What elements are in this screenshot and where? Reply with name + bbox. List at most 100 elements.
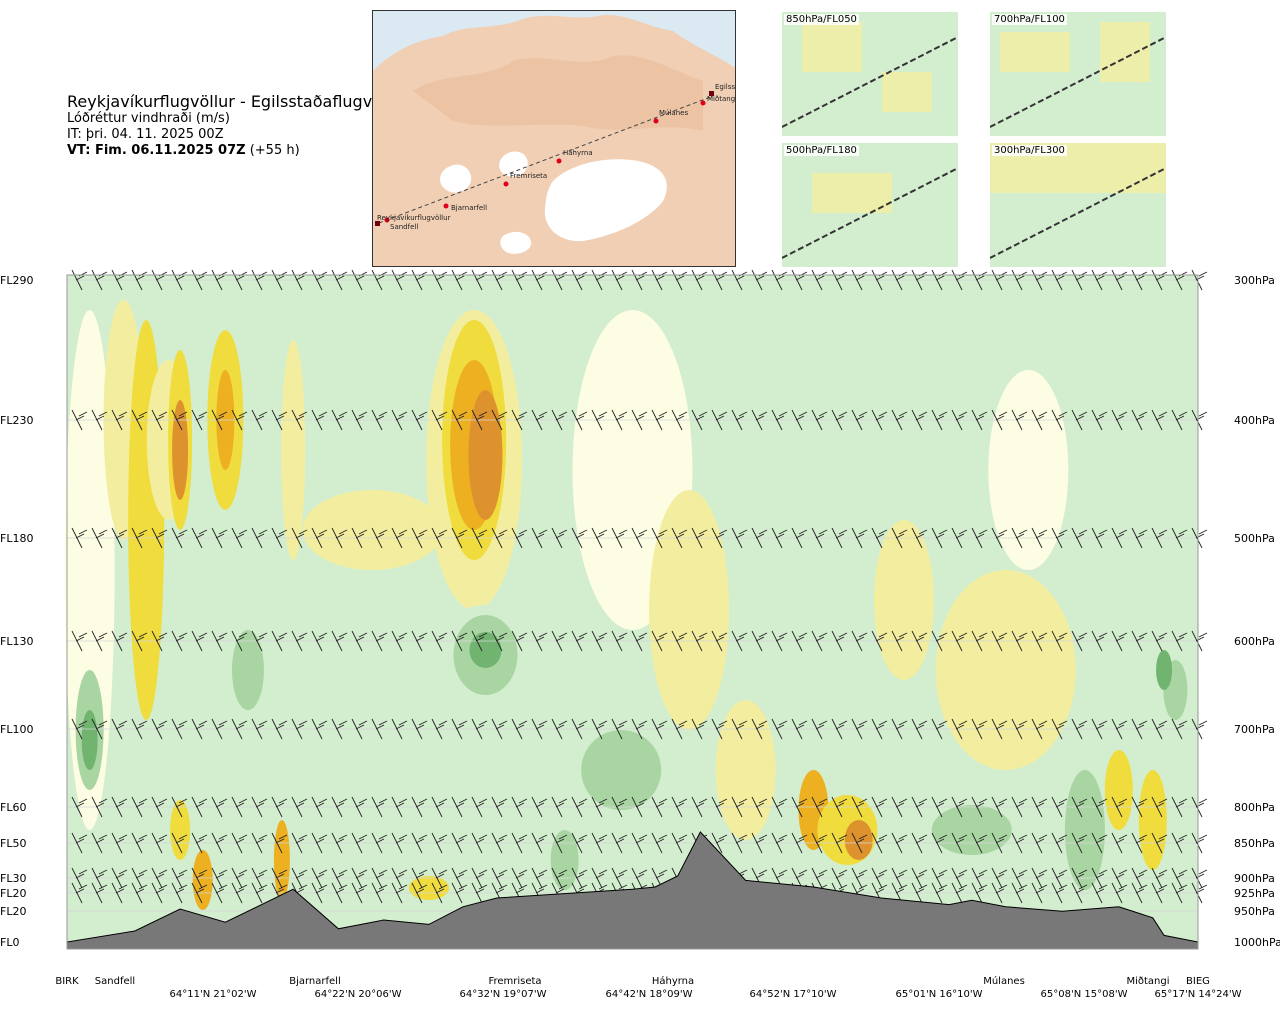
map-point-bieg (709, 91, 714, 96)
wind-barb (191, 630, 208, 652)
wind-barb (591, 630, 608, 652)
hpa-label: 400hPa (1234, 414, 1275, 427)
wind-barb (1191, 409, 1208, 431)
map-label-mulanes: Múlanes (659, 109, 688, 117)
wind-barb (311, 796, 328, 818)
wind-barb (911, 527, 928, 549)
wind-barb (1011, 527, 1028, 549)
wind-barb (611, 527, 628, 549)
wind-barb (711, 832, 728, 854)
wind-barb (411, 832, 428, 854)
wind-barb (191, 867, 208, 889)
wind-barb (691, 527, 708, 549)
wind-barb (1071, 527, 1088, 549)
fl-label: FL60 (0, 801, 26, 814)
wind-barb (1171, 718, 1188, 740)
wind-barb (211, 796, 228, 818)
wind-barb (71, 630, 88, 652)
wind-barb (491, 796, 508, 818)
map-label-midtangi: Miðtangi (707, 95, 736, 103)
thumbnail-500hpa[interactable]: 500hPa/FL180 (782, 143, 958, 267)
wind-barb (731, 832, 748, 854)
wind-barb (1111, 832, 1128, 854)
wind-barb (1171, 630, 1188, 652)
wind-barb (1091, 867, 1108, 889)
wind-cell-28 (1138, 770, 1167, 870)
wind-barb (651, 527, 668, 549)
wind-barb (451, 718, 468, 740)
wind-barb (1191, 269, 1208, 291)
wind-barb (471, 409, 488, 431)
wind-barb (511, 867, 528, 889)
wind-barb (711, 796, 728, 818)
wind-barb (571, 409, 588, 431)
route-points (384, 100, 706, 223)
wind-barb (91, 527, 108, 549)
wind-barb (471, 867, 488, 889)
wind-barb (851, 796, 868, 818)
wind-barb (811, 718, 828, 740)
wind-barb (771, 796, 788, 818)
wind-barb (1011, 832, 1028, 854)
wind-barb (291, 409, 308, 431)
fl-label: FL230 (0, 414, 33, 427)
thumbnail-300hpa[interactable]: 300hPa/FL300 (990, 143, 1166, 267)
wind-barb (151, 409, 168, 431)
wind-barb (931, 527, 948, 549)
wind-barb (1191, 718, 1208, 740)
wind-barb (351, 882, 368, 904)
wind-barb (371, 882, 388, 904)
wind-barb (411, 796, 428, 818)
wind-barb (811, 630, 828, 652)
wind-cell-39 (931, 805, 1012, 855)
wind-barb (1151, 527, 1168, 549)
wind-barb (511, 796, 528, 818)
coordinate-label: 64°42'N 18°09'W (606, 989, 693, 1000)
wind-barb (791, 630, 808, 652)
wind-barb (951, 867, 968, 889)
wind-barb (1191, 630, 1208, 652)
wind-barb (1051, 630, 1068, 652)
map-glacier-myrdalsjokull (500, 231, 532, 254)
wind-barb (151, 630, 168, 652)
wind-barb (731, 409, 748, 431)
wind-barb (791, 527, 808, 549)
wind-barb (291, 867, 308, 889)
wind-barb (1091, 409, 1108, 431)
wind-barb (511, 527, 528, 549)
thumbnail-label: 500hPa/FL180 (784, 145, 859, 156)
thumbnail-700hpa[interactable]: 700hPa/FL100 (990, 12, 1166, 136)
wind-barb (471, 718, 488, 740)
wind-barb (91, 882, 108, 904)
wind-barb (131, 796, 148, 818)
wind-barb (811, 867, 828, 889)
wind-barb (1171, 832, 1188, 854)
wind-barb (471, 630, 488, 652)
wind-cell-14 (468, 390, 503, 520)
wind-barb (1111, 867, 1128, 889)
wind-barb (531, 409, 548, 431)
wind-barb (651, 796, 668, 818)
wind-barb (391, 718, 408, 740)
wind-barb (891, 718, 908, 740)
wind-barb (1131, 867, 1148, 889)
wind-barb (1111, 630, 1128, 652)
wind-barb (251, 882, 268, 904)
wind-barb (911, 718, 928, 740)
wind-barb (831, 718, 848, 740)
route-point-label: BIRK (55, 976, 79, 987)
wind-barb (531, 718, 548, 740)
wind-barb (651, 630, 668, 652)
wind-barb (411, 867, 428, 889)
wind-barb (171, 409, 188, 431)
coordinate-label: 65°17'N 14°24'W (1155, 989, 1242, 1000)
wind-barb (571, 527, 588, 549)
thumbnail-850hpa[interactable]: 850hPa/FL050 (782, 12, 958, 136)
wind-barb (771, 630, 788, 652)
wind-barb (591, 527, 608, 549)
wind-barb (771, 527, 788, 549)
wind-barb (451, 882, 468, 904)
cross-section-svg: FL290 300hPa FL230 400hPa FL180 500hPa FL130 60… (0, 269, 1280, 1000)
wind-barb (611, 630, 628, 652)
wind-barb (551, 832, 568, 854)
